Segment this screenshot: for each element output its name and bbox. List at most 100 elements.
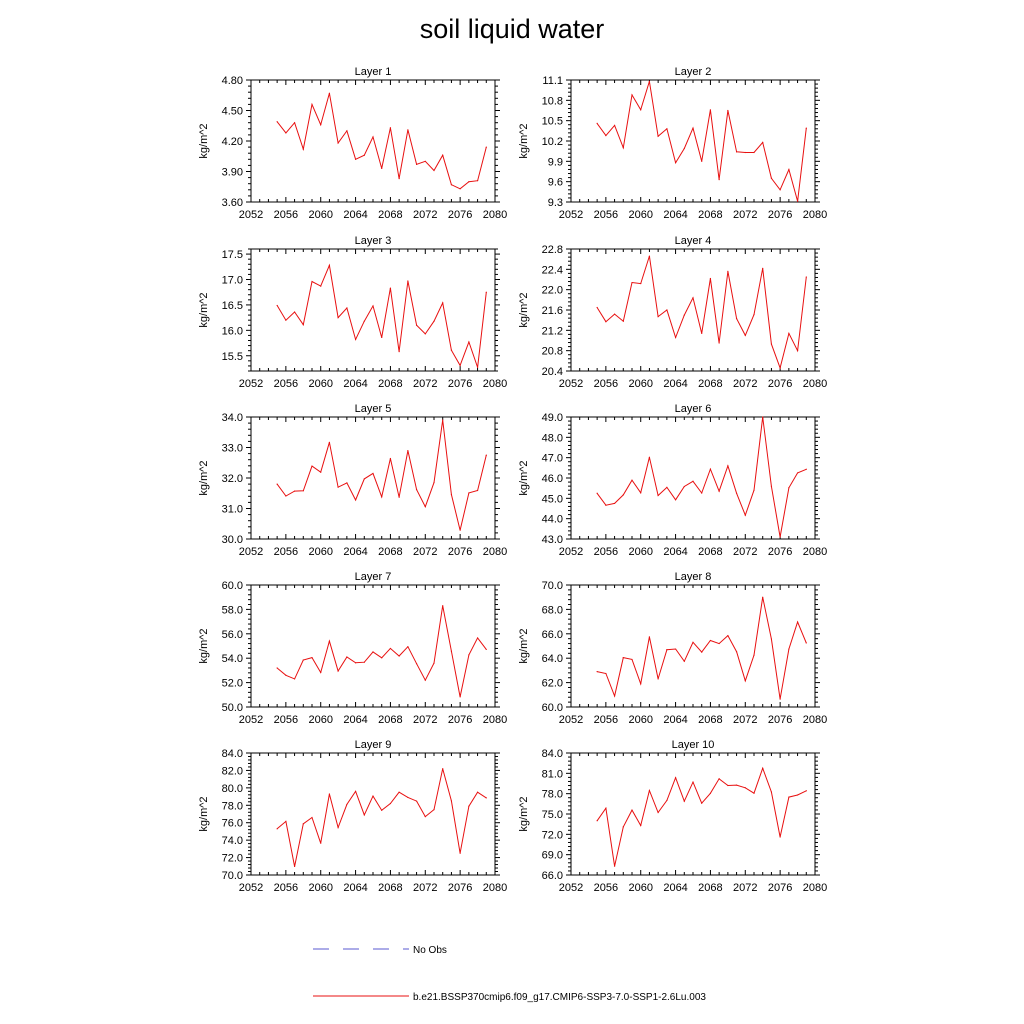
data-point	[753, 313, 755, 316]
data-point	[753, 489, 755, 491]
x-tick-label: 2080	[483, 882, 507, 894]
data-point	[459, 852, 461, 854]
legend-label-model: b.e21.BSSP370cmip6.f09_g17.CMIP6-SSP3-7.…	[413, 992, 706, 1003]
data-point	[363, 814, 365, 816]
x-tick-label: 2052	[239, 882, 263, 894]
data-point	[622, 826, 624, 828]
data-point	[779, 367, 781, 369]
x-tick-label: 2080	[803, 546, 827, 558]
x-tick-label: 2052	[559, 882, 583, 894]
data-point	[372, 651, 374, 653]
data-point	[613, 695, 616, 697]
data-point	[407, 646, 409, 648]
data-point	[354, 158, 357, 160]
x-tick-label: 2064	[663, 714, 687, 726]
data-point	[476, 489, 479, 492]
x-tick-label: 2076	[768, 714, 792, 726]
y-tick-label: 62.0	[542, 678, 563, 690]
y-tick-label: 72.0	[222, 853, 243, 865]
y-tick-label: 16.0	[222, 325, 243, 337]
data-point	[718, 778, 720, 780]
data-point	[657, 135, 659, 137]
data-point	[293, 490, 296, 492]
x-tick-label: 2064	[663, 882, 687, 894]
data-point	[709, 109, 712, 111]
data-point	[468, 341, 470, 343]
x-tick-label: 2056	[274, 714, 298, 726]
data-point	[605, 672, 607, 675]
data-point	[727, 635, 729, 637]
data-point	[709, 792, 712, 794]
data-point	[381, 167, 383, 170]
plot-frame	[570, 79, 816, 203]
panel-title: Layer 2	[675, 66, 712, 78]
series-line	[596, 255, 807, 370]
data-point	[631, 281, 633, 284]
data-point	[648, 636, 651, 638]
data-point	[709, 639, 712, 642]
data-point	[459, 529, 461, 531]
x-tick-label: 2068	[378, 378, 402, 390]
series-line	[596, 597, 807, 700]
y-tick-label: 9.6	[548, 177, 563, 189]
data-point	[744, 514, 746, 516]
data-point	[648, 80, 651, 82]
data-point	[779, 836, 781, 838]
x-tick-label: 2056	[594, 882, 618, 894]
panel-title: Layer 5	[355, 403, 392, 415]
series-line	[596, 766, 807, 867]
data-point	[346, 803, 348, 806]
data-point	[459, 188, 461, 190]
data-point	[372, 472, 374, 475]
data-point	[622, 320, 624, 322]
data-point	[459, 364, 461, 367]
data-point	[744, 680, 746, 682]
y-axis-label: kg/m^2	[198, 796, 210, 831]
data-point	[683, 147, 685, 150]
y-tick-label: 82.0	[222, 765, 243, 777]
data-point	[415, 663, 418, 665]
data-point	[701, 492, 703, 494]
y-tick-label: 75.0	[542, 809, 563, 821]
y-tick-label: 21.2	[542, 325, 563, 337]
y-axis-label: kg/m^2	[198, 460, 210, 495]
data-point	[276, 828, 278, 830]
y-tick-label: 44.0	[542, 514, 563, 526]
x-tick-label: 2064	[663, 546, 687, 558]
data-point	[727, 109, 729, 112]
data-point	[468, 181, 470, 183]
data-point	[476, 180, 479, 182]
data-point	[293, 865, 296, 868]
data-point	[433, 320, 435, 322]
x-tick-label: 2076	[448, 209, 472, 221]
data-point	[424, 506, 426, 508]
data-point	[485, 454, 487, 456]
x-tick-label: 2076	[448, 882, 472, 894]
x-tick-label: 2072	[733, 546, 757, 558]
x-tick-label: 2068	[698, 882, 722, 894]
x-tick-label: 2064	[663, 209, 687, 221]
y-tick-label: 69.0	[542, 850, 563, 862]
data-point	[648, 456, 651, 458]
data-point	[779, 698, 781, 700]
data-point	[311, 280, 313, 283]
y-tick-label: 64.0	[542, 653, 563, 665]
data-point	[468, 492, 470, 494]
data-point	[709, 277, 712, 280]
data-point	[796, 350, 799, 352]
x-tick-label: 2072	[413, 714, 437, 726]
x-tick-label: 2052	[239, 546, 263, 558]
data-point	[337, 486, 339, 488]
series-line	[276, 93, 487, 190]
x-tick-label: 2072	[733, 378, 757, 390]
panel-7: Layer 7 kg/m^2 2052 2056 2060 2064 2068 2072 207…	[198, 571, 507, 726]
data-point	[302, 148, 304, 150]
data-point	[415, 324, 418, 326]
x-tick-label: 2068	[698, 546, 722, 558]
y-tick-label: 31.0	[222, 504, 243, 516]
panel-title: Layer 1	[355, 66, 392, 78]
data-point	[727, 465, 729, 467]
data-point	[666, 309, 668, 311]
y-axis-label: kg/m^2	[518, 796, 530, 831]
